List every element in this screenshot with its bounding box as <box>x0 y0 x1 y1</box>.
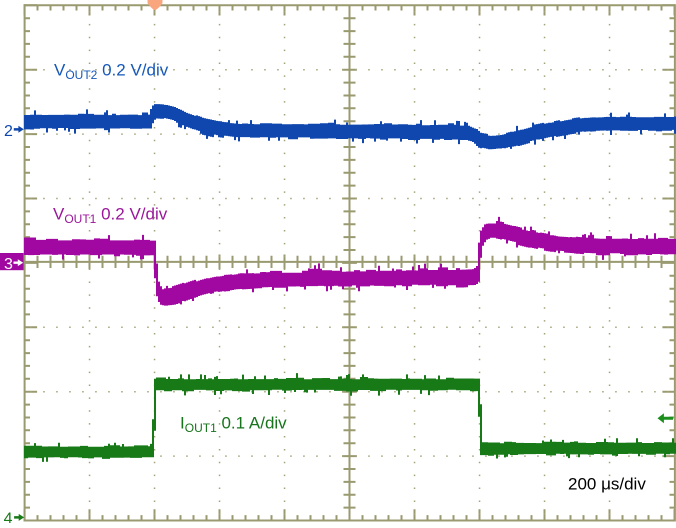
svg-text:200 μs/div: 200 μs/div <box>568 475 646 494</box>
svg-text:4: 4 <box>4 510 13 523</box>
svg-text:3: 3 <box>4 256 13 273</box>
svg-text:VOUT2 0.2 V/div: VOUT2 0.2 V/div <box>54 61 169 83</box>
svg-text:2: 2 <box>4 123 13 140</box>
svg-text:IOUT1 0.1 A/div: IOUT1 0.1 A/div <box>180 414 287 436</box>
